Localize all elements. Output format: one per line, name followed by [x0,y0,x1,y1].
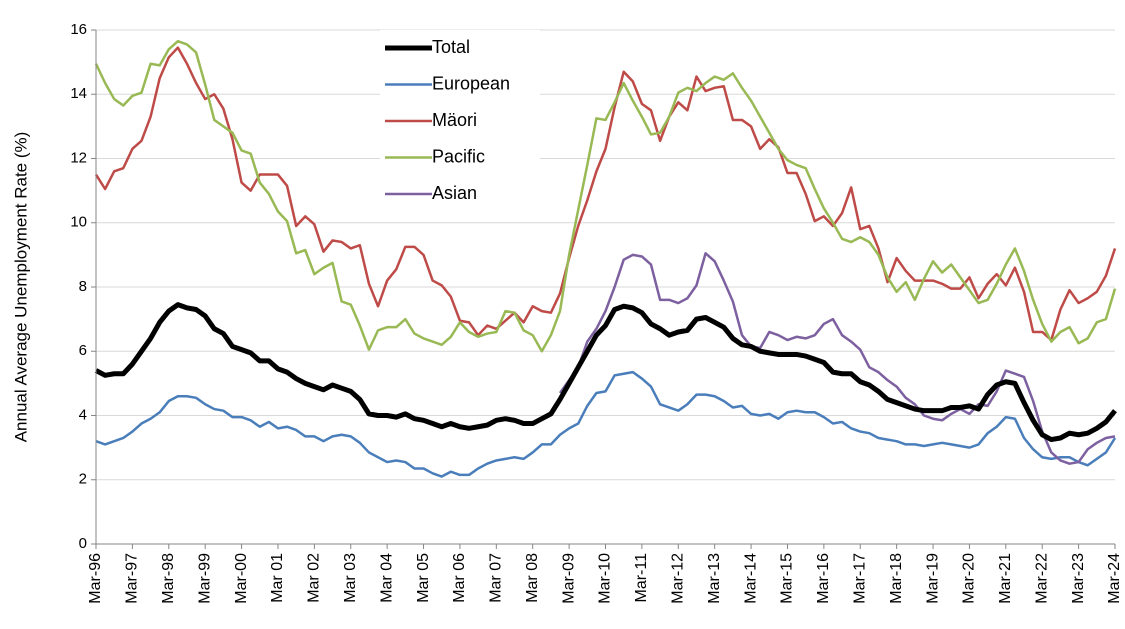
series-line [558,252,1116,465]
x-tick-label: Mar-19 [924,553,941,604]
y-tick-label: 16 [70,21,87,38]
x-tick-label: Mar-24 [1106,553,1123,604]
series-line [94,39,1117,353]
legend: Total European Mäori Pacific Asian [380,30,540,210]
x-tick-label: Mar 06 [451,553,468,603]
x-tick-label: Mar 05 [415,553,432,603]
y-tick-label: 6 [79,342,87,359]
y-tick-label: 2 [79,471,87,488]
x-tick-label: Mar-20 [961,553,978,604]
x-tick-label: Mar-23 [1070,553,1087,604]
x-tick-label: Mar-18 [888,553,905,604]
x-tick-label: Mar 07 [488,553,505,603]
series-line [94,46,1117,342]
legend-label: Pacific [432,146,485,166]
y-tick-label: 4 [79,406,87,423]
x-tick-label: Mar-17 [851,553,868,604]
x-tick-label: Mar-12 [670,553,687,604]
legend-label: European [432,73,510,93]
legend-label: Asian [432,183,477,203]
x-tick-label: Mar-98 [160,553,177,604]
x-tick-label: Mar-00 [233,553,250,604]
x-tick-label: Mar-96 [87,553,104,604]
y-tick-label: 12 [70,149,87,166]
legend-label: Total [432,37,470,57]
axes: 0 2 4 6 8 10 12 14 16 Mar-96 Mar-97 Mar-98 Mar-99 Mar… [70,21,1123,604]
x-tick-label: Mar-21 [997,553,1014,604]
x-tick-label: Mar-22 [1033,553,1050,604]
x-tick-label: Mar-97 [124,553,141,604]
x-tick-label: Mar-13 [706,553,723,604]
x-tick-label: Mar-99 [196,553,213,604]
x-tick-label: Mar 04 [378,553,395,603]
x-tick-label: Mar-10 [597,553,614,604]
legend-label: Mäori [432,110,477,130]
y-tick-label: 14 [70,85,87,102]
y-tick-label: 10 [70,214,87,231]
series-line [94,302,1117,443]
x-tick-label: Mar-11 [633,553,650,603]
x-tick-label: Mar 02 [306,553,323,603]
x-tick-label: Mar 08 [524,553,541,603]
y-tick-label: 8 [79,278,87,295]
series-line [95,370,1117,478]
x-tick-label: Mar 03 [342,553,359,603]
y-axis-label: Annual Average Unemployment Rate (%) [11,132,30,443]
x-tick-label: Mar-15 [779,553,796,604]
x-tick-label: Mar-16 [815,553,832,604]
y-tick-label: 0 [79,535,87,552]
x-tick-label: Mar 01 [269,553,286,603]
plot-lines [94,39,1117,478]
x-tick-label: Mar-09 [560,553,577,604]
x-tick-label: Mar-14 [742,553,759,604]
